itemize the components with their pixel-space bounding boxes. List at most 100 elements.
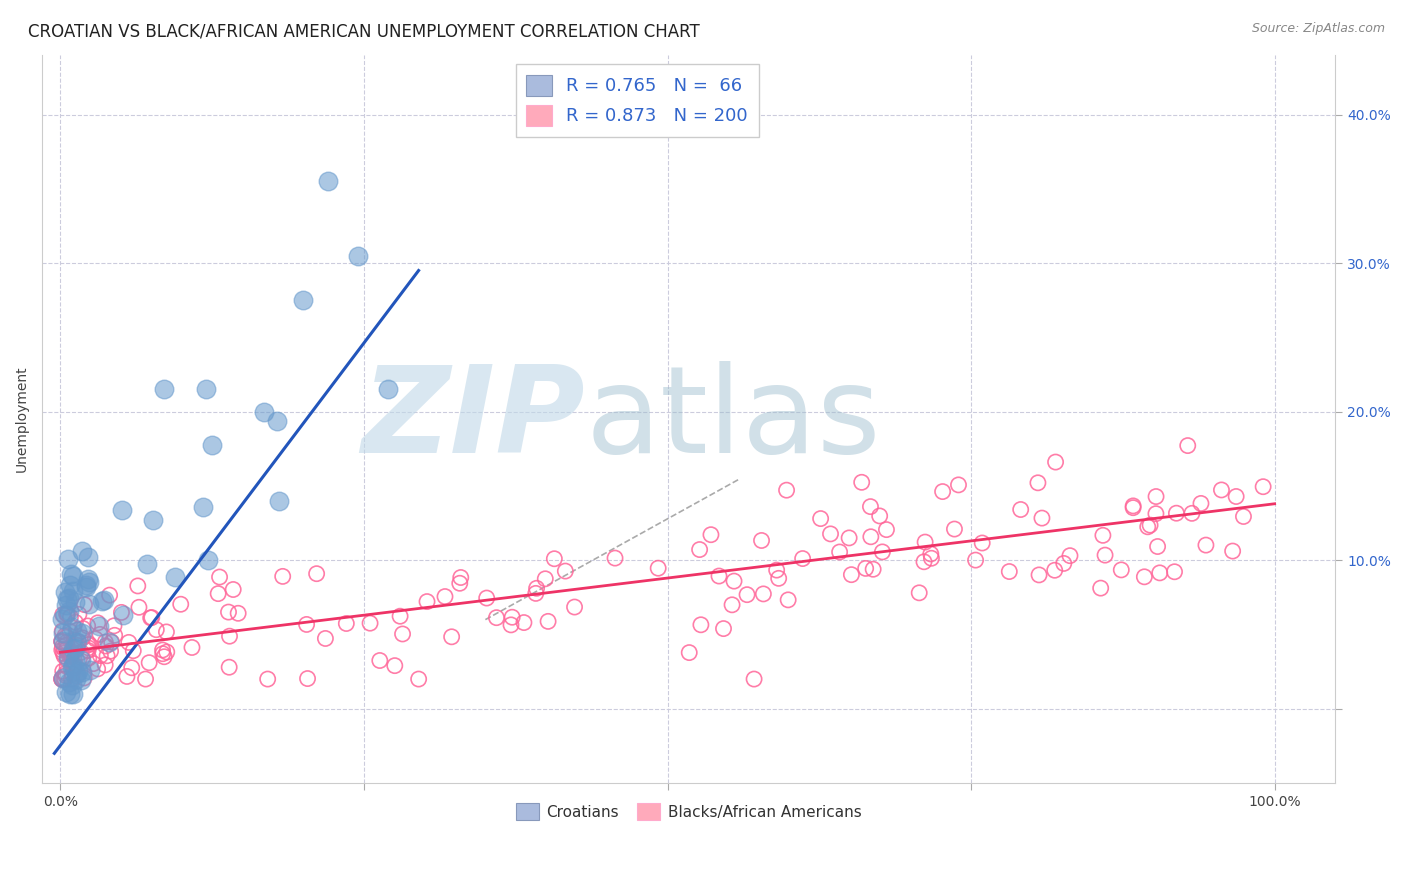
Point	[359, 616, 381, 631]
Point	[707, 569, 730, 583]
Point	[66, 664, 89, 678]
Point	[62, 642, 84, 657]
Point	[1225, 490, 1247, 504]
Point	[872, 545, 894, 559]
Point	[1045, 455, 1067, 469]
Point	[51, 640, 73, 654]
Point	[51, 672, 73, 686]
Point	[72, 651, 94, 665]
Point	[564, 600, 586, 615]
Point	[920, 547, 942, 561]
Point	[128, 600, 150, 615]
Point	[65, 653, 87, 667]
Point	[55, 592, 77, 607]
Point	[89, 648, 111, 663]
Point	[72, 631, 94, 645]
Point	[55, 598, 77, 612]
Point	[56, 653, 79, 667]
Point	[499, 618, 522, 632]
Point	[63, 640, 86, 655]
Point	[60, 649, 83, 664]
Point	[163, 570, 186, 584]
Point	[58, 648, 80, 663]
Point	[266, 414, 288, 428]
Point	[1136, 520, 1159, 534]
Point	[76, 619, 98, 633]
Point	[51, 672, 73, 686]
Point	[60, 566, 83, 581]
Point	[449, 576, 471, 591]
Point	[1122, 499, 1144, 513]
Point	[62, 583, 84, 598]
Point	[84, 632, 107, 646]
Point	[86, 662, 108, 676]
Point	[73, 671, 96, 685]
Point	[135, 557, 157, 571]
Point	[93, 592, 115, 607]
Point	[63, 633, 86, 648]
Point	[368, 653, 391, 667]
Point	[110, 606, 132, 620]
Point	[851, 475, 873, 490]
Point	[94, 657, 117, 672]
Point	[295, 617, 318, 632]
Text: CROATIAN VS BLACK/AFRICAN AMERICAN UNEMPLOYMENT CORRELATION CHART: CROATIAN VS BLACK/AFRICAN AMERICAN UNEMP…	[28, 22, 700, 40]
Point	[1144, 490, 1167, 504]
Point	[66, 639, 89, 653]
Point	[267, 493, 290, 508]
Point	[384, 658, 406, 673]
Point	[122, 643, 145, 657]
Point	[94, 635, 117, 649]
Point	[347, 249, 370, 263]
Point	[475, 591, 498, 605]
Point	[60, 620, 83, 634]
Point	[70, 645, 93, 659]
Point	[1146, 540, 1168, 554]
Point	[51, 643, 73, 657]
Point	[965, 553, 987, 567]
Point	[256, 672, 278, 686]
Point	[690, 617, 713, 632]
Point	[513, 615, 536, 630]
Point	[828, 545, 851, 559]
Point	[1031, 511, 1053, 525]
Point	[742, 672, 765, 686]
Point	[1149, 566, 1171, 580]
Point	[920, 551, 942, 566]
Point	[735, 588, 758, 602]
Point	[838, 531, 860, 545]
Point	[77, 651, 100, 665]
Point	[862, 562, 884, 576]
Point	[66, 634, 89, 648]
Point	[67, 607, 90, 622]
Point	[603, 551, 626, 566]
Point	[193, 500, 215, 514]
Point	[292, 293, 315, 308]
Point	[53, 649, 76, 664]
Point	[77, 574, 100, 589]
Point	[118, 635, 141, 649]
Point	[59, 687, 82, 701]
Point	[778, 592, 800, 607]
Point	[810, 511, 832, 525]
Point	[142, 513, 165, 527]
Point	[77, 550, 100, 565]
Point	[1144, 507, 1167, 521]
Point	[1166, 506, 1188, 520]
Point	[912, 555, 935, 569]
Point	[53, 585, 76, 599]
Point	[1163, 565, 1185, 579]
Point	[1133, 570, 1156, 584]
Point	[59, 624, 82, 639]
Point	[391, 627, 413, 641]
Point	[433, 590, 456, 604]
Point	[820, 527, 842, 541]
Point	[908, 586, 931, 600]
Point	[859, 530, 882, 544]
Point	[59, 646, 82, 660]
Point	[55, 642, 77, 657]
Point	[56, 635, 79, 649]
Point	[1211, 483, 1233, 497]
Point	[77, 638, 100, 652]
Point	[768, 571, 790, 585]
